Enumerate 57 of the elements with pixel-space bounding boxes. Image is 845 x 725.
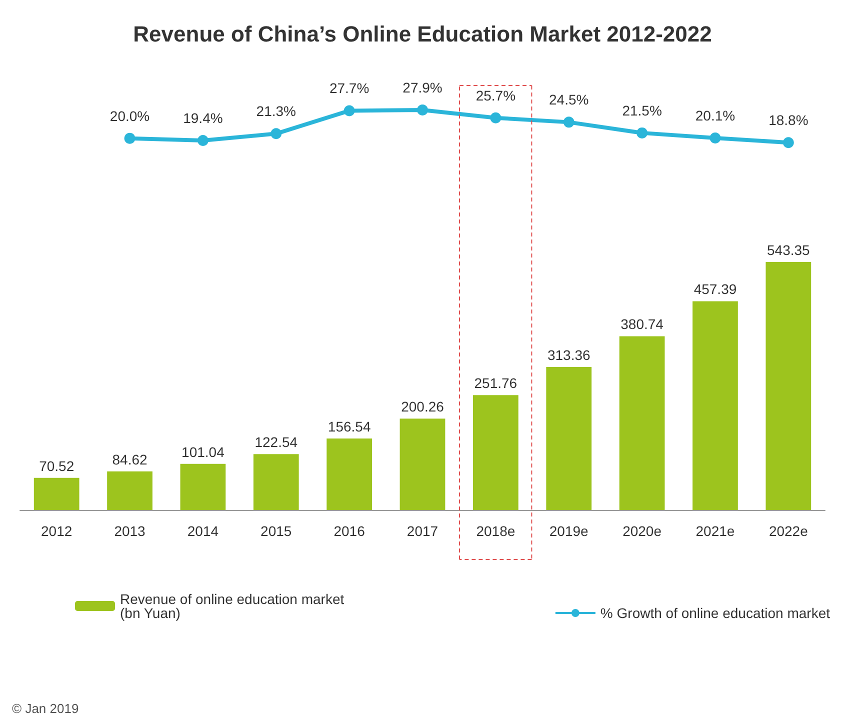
point — [124, 132, 136, 144]
bar — [326, 438, 372, 510]
data-label: 457.39 — [694, 281, 737, 298]
point — [782, 137, 794, 148]
data-label: 21.3% — [256, 103, 296, 120]
data-label: 70.52 — [39, 458, 74, 474]
point — [490, 112, 502, 124]
bar — [619, 336, 665, 510]
bar — [766, 262, 812, 510]
bar — [400, 418, 446, 510]
data-label: 200.26 — [401, 398, 444, 415]
legend-label: Revenue of online education market (bn Yuan) — [120, 591, 344, 621]
x-tick-label: 2014 — [187, 523, 219, 539]
data-label: 20.0% — [110, 108, 150, 124]
data-label: 27.7% — [329, 80, 370, 96]
bar — [34, 478, 80, 510]
data-label: 543.35 — [766, 242, 810, 258]
text: © Jan 2019 — [12, 701, 79, 716]
data-label: 19.4% — [183, 110, 223, 126]
point — [563, 116, 574, 128]
bar — [472, 395, 518, 510]
point — [270, 128, 282, 140]
x-tick-label: 2012 — [41, 523, 72, 539]
point — [710, 132, 721, 144]
x-tick-label: 2019e — [549, 523, 589, 539]
data-label: 21.5% — [622, 102, 662, 118]
bar — [253, 454, 299, 510]
point — [636, 127, 648, 138]
data-label: 313.36 — [547, 346, 590, 363]
bar — [546, 366, 592, 510]
data-label: 25.7% — [476, 87, 516, 104]
data-label: 20.1% — [695, 107, 736, 124]
x-tick-label: 2018e — [476, 523, 516, 539]
data-label: 156.54 — [328, 418, 371, 435]
data-label: 84.62 — [112, 451, 148, 468]
data-label: 251.76 — [474, 375, 518, 392]
x-tick-label: 2021e — [696, 523, 735, 539]
x-tick-label: 2013 — [114, 523, 146, 539]
bar — [692, 301, 738, 510]
x-tick-label: 2020e — [622, 523, 662, 539]
chart-title: Revenue of China’s Online Education Market 2012-2022 — [133, 22, 712, 46]
legend-label: % Growth of online education market — [600, 605, 830, 621]
bar — [180, 464, 226, 510]
x-tick-label: 2017 — [406, 523, 438, 539]
data-label: 380.74 — [620, 316, 664, 332]
x-tick-label: 2015 — [260, 523, 292, 539]
point — [344, 105, 355, 116]
data-label: 24.5% — [549, 92, 589, 108]
data-label: 101.04 — [182, 444, 225, 460]
point — [197, 134, 208, 146]
x-tick-label: 2016 — [334, 523, 366, 539]
data-label: 122.54 — [254, 434, 298, 450]
x-tick-label: 2022e — [768, 523, 808, 539]
bar — [107, 471, 152, 510]
data-label: 27.9% — [402, 80, 442, 96]
data-label: 18.8% — [768, 112, 808, 128]
point — [417, 104, 428, 116]
